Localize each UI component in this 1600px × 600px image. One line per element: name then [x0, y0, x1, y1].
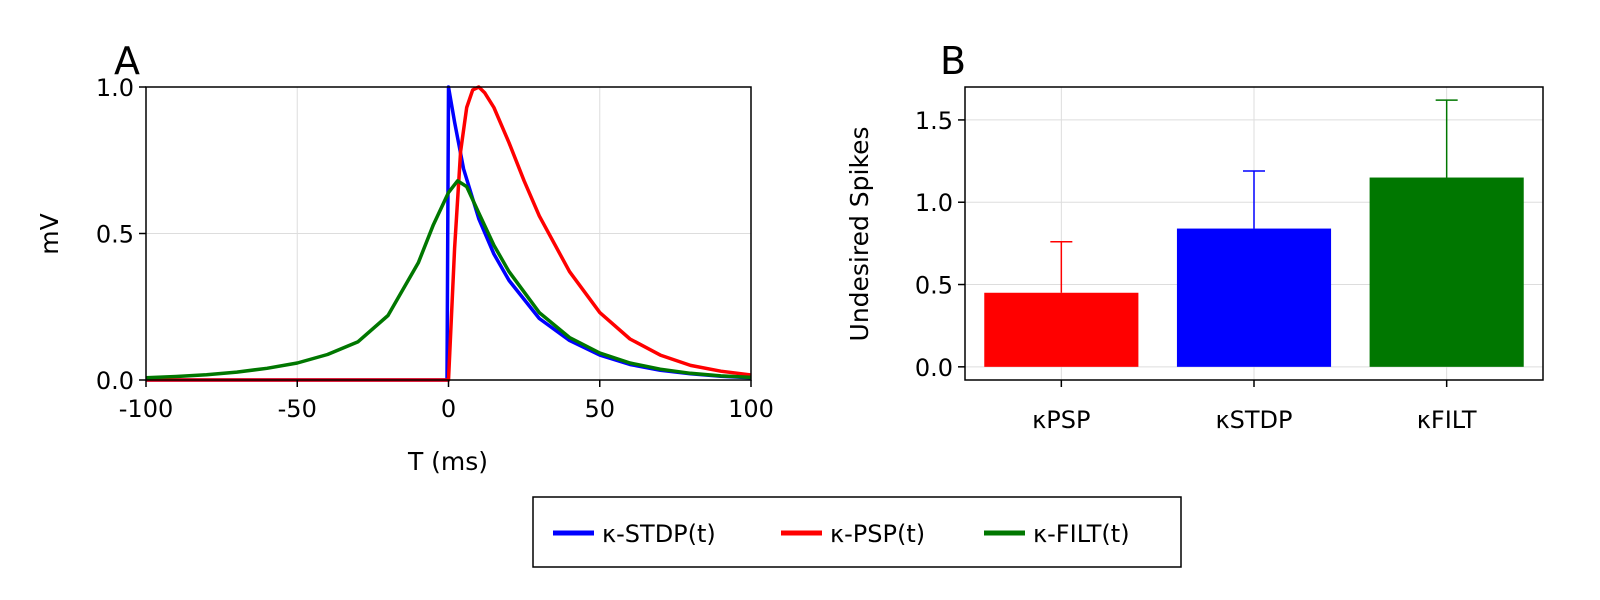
bar-psp: [984, 292, 1139, 367]
legend-label: κ-FILT(t): [1033, 520, 1130, 548]
series-line-pspt: [146, 85, 752, 382]
panel-b-y-tick-label: 1.0: [915, 189, 953, 217]
legend-entries: κ-STDP(t) κ-PSP(t) κ-FILT(t): [553, 520, 1130, 548]
series-line-filtt: [145, 179, 752, 380]
panel-a-ticks: -100 -50 0 50 100 0.0 0.5 1.0: [96, 74, 774, 423]
panel-b-bar-chart: 0.0 0.5 1.0 1.5 κPSP κSTDP κFILT Undesired Spi…: [845, 39, 1544, 434]
panel-b-letter: B: [940, 39, 966, 83]
panel-b-x-tick-label: κFILT: [1417, 406, 1477, 434]
panel-a-x-tick-label: -100: [119, 395, 173, 423]
panel-a-line-chart: -100 -50 0 50 100 0.0 0.5 1.0 T (ms) mV A: [35, 39, 774, 476]
legend: κ-STDP(t) κ-PSP(t) κ-FILT(t): [532, 496, 1182, 568]
panel-a-y-tick-label: 1.0: [96, 74, 134, 102]
panel-b-x-tick-label: κSTDP: [1216, 406, 1293, 434]
panel-b-y-label: Undesired Spikes: [845, 127, 874, 342]
panel-b-x-tick-label: κPSP: [1032, 406, 1090, 434]
panel-a-x-tick-label: 0: [441, 395, 456, 423]
legend-label: κ-STDP(t): [602, 520, 716, 548]
panel-a-x-tick-label: 50: [584, 395, 615, 423]
panel-a-series-lines: [145, 85, 752, 382]
bar-filt: [1369, 177, 1524, 367]
panel-b-ticks: 0.0 0.5 1.0 1.5 κPSP κSTDP κFILT: [915, 107, 1477, 434]
panel-a-letter: A: [114, 39, 140, 83]
panel-a-y-tick-label: 0.0: [96, 367, 134, 395]
panel-b-y-tick-label: 0.0: [915, 354, 953, 382]
legend-label: κ-PSP(t): [830, 520, 925, 548]
bar-stdp: [1176, 228, 1332, 367]
legend-box: [532, 496, 1182, 568]
panel-b-y-tick-label: 1.5: [915, 107, 953, 135]
panel-a-y-label: mV: [35, 213, 64, 254]
panel-a-x-tick-label: -50: [278, 395, 317, 423]
panel-a-y-tick-label: 0.5: [96, 221, 134, 249]
panel-b-bars: [984, 99, 1524, 367]
panel-a-x-tick-label: 100: [728, 395, 774, 423]
panel-a-x-label: T (ms): [407, 447, 488, 476]
panel-b-y-tick-label: 0.5: [915, 272, 953, 300]
